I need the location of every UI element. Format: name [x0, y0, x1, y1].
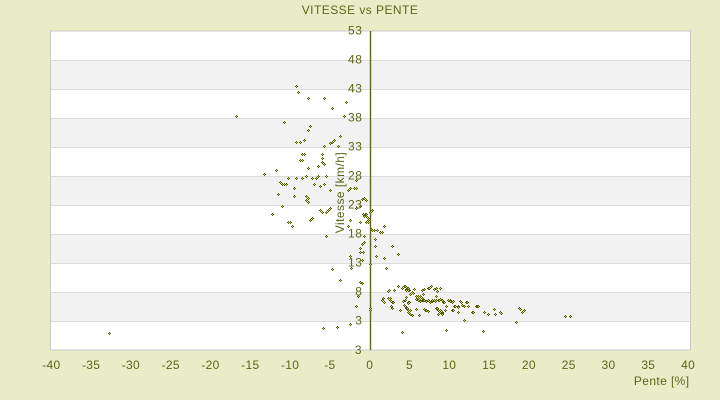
svg-text:10: 10 [442, 358, 456, 372]
svg-text:13: 13 [348, 256, 363, 270]
svg-text:3: 3 [355, 314, 362, 328]
svg-text:-25: -25 [162, 358, 180, 372]
svg-text:0: 0 [366, 358, 373, 372]
svg-text:Pente [%]: Pente [%] [634, 374, 690, 388]
svg-text:VITESSE vs PENTE: VITESSE vs PENTE [302, 3, 419, 17]
svg-text:25: 25 [562, 358, 576, 372]
svg-text:-10: -10 [281, 358, 299, 372]
svg-text:-35: -35 [82, 358, 100, 372]
svg-text:-20: -20 [201, 358, 219, 372]
svg-text:-5: -5 [324, 358, 335, 372]
svg-text:30: 30 [602, 358, 616, 372]
svg-text:23: 23 [348, 198, 363, 212]
svg-text:5: 5 [406, 358, 413, 372]
svg-text:3: 3 [355, 343, 362, 357]
svg-text:-40: -40 [42, 358, 60, 372]
svg-text:8: 8 [355, 285, 362, 299]
svg-text:15: 15 [482, 358, 496, 372]
svg-text:-15: -15 [241, 358, 259, 372]
svg-text:43: 43 [348, 82, 363, 96]
svg-text:48: 48 [348, 53, 363, 67]
svg-text:Vitesse [km/h]: Vitesse [km/h] [333, 152, 347, 233]
svg-text:28: 28 [348, 169, 363, 183]
svg-text:40: 40 [681, 358, 695, 372]
svg-text:38: 38 [348, 111, 363, 125]
svg-text:33: 33 [348, 140, 363, 154]
svg-text:53: 53 [348, 24, 363, 38]
svg-text:35: 35 [641, 358, 655, 372]
svg-text:-30: -30 [122, 358, 140, 372]
svg-text:20: 20 [522, 358, 536, 372]
svg-text:18: 18 [348, 227, 363, 241]
